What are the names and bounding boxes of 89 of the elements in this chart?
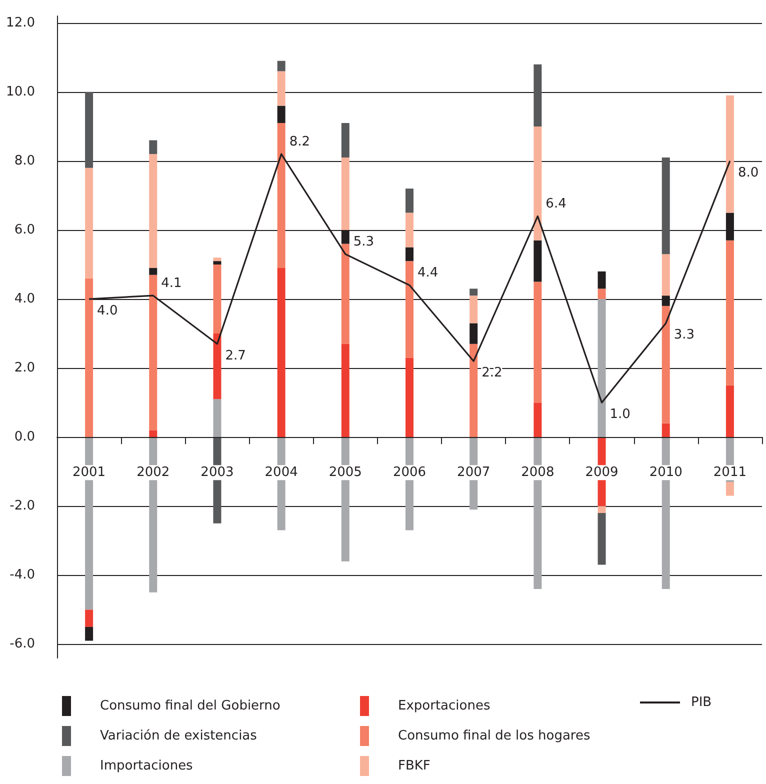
- x-tick-label: 2008: [521, 465, 554, 480]
- x-tick-label: 2004: [264, 465, 298, 480]
- legend-label: Consumo final del Gobierno: [100, 698, 280, 714]
- y-tick-label: 4.0: [14, 292, 35, 307]
- data-label: 4.4: [418, 266, 438, 281]
- x-tick-label: 2006: [392, 465, 426, 480]
- legend-label: Consumo final de los hogares: [398, 728, 590, 744]
- bar: [406, 188, 414, 213]
- x-tick-label: 2001: [72, 465, 106, 480]
- x-tick-label: 2005: [328, 465, 362, 480]
- y-tick-label: 6.0: [14, 222, 35, 238]
- bar: [341, 244, 350, 344]
- bar: [213, 261, 222, 265]
- y-tick-label: 2.0: [14, 360, 35, 376]
- data-label: 1.0: [610, 407, 630, 422]
- legend-label: Exportaciones: [398, 698, 490, 714]
- bar: [598, 506, 606, 514]
- bar: [662, 254, 670, 296]
- y-tick-label: -2.0: [10, 498, 35, 514]
- bar: [277, 268, 286, 438]
- data-label: 2.7: [225, 348, 246, 364]
- bar: [534, 64, 542, 126]
- bar: [213, 264, 222, 334]
- bar: [534, 126, 542, 240]
- bar: [406, 261, 414, 358]
- bar: [149, 274, 158, 430]
- bar: [85, 168, 94, 278]
- bar: [277, 60, 286, 72]
- bar: [534, 282, 542, 403]
- bar: [662, 423, 670, 438]
- x-tick-label: 2009: [585, 465, 618, 480]
- bar: [213, 399, 222, 438]
- bar: [341, 158, 350, 230]
- bar: [598, 271, 606, 289]
- data-label: 6.4: [546, 196, 566, 212]
- x-tick-label: 2002: [136, 465, 170, 480]
- x-tick-label: 2007: [457, 465, 490, 480]
- bar: [470, 323, 478, 344]
- bar: [85, 92, 94, 168]
- bar: [470, 296, 478, 324]
- bar: [213, 334, 222, 400]
- y-tick-label: -4.0: [10, 568, 35, 583]
- legend-label: PIB: [691, 695, 712, 710]
- bar: [726, 95, 734, 213]
- bar: [662, 158, 670, 254]
- legend-label: FBKF: [398, 758, 430, 774]
- bar: [662, 306, 670, 424]
- bar: [85, 278, 94, 438]
- legend-label: Importaciones: [100, 758, 194, 774]
- x-tick-label: 2011: [713, 465, 746, 480]
- bar: [534, 240, 542, 282]
- bar: [341, 123, 350, 158]
- bar: [85, 626, 94, 641]
- bar: [149, 140, 158, 154]
- y-tick-label: -6.0: [10, 636, 35, 652]
- bar: [726, 385, 734, 438]
- bar: [470, 344, 478, 438]
- bar: [598, 513, 606, 565]
- y-tick-label: 10.0: [6, 84, 35, 100]
- data-label: 5.3: [353, 234, 374, 250]
- data-label: 2.2: [482, 366, 502, 381]
- y-tick-label: 8.0: [14, 153, 35, 168]
- bar: [213, 258, 222, 262]
- bar: [341, 344, 350, 438]
- data-label: 4.0: [97, 304, 118, 319]
- bar: [598, 299, 606, 438]
- y-tick-label: 12.0: [6, 15, 35, 30]
- data-label: 3.3: [674, 328, 695, 343]
- bar: [149, 430, 158, 438]
- x-tick-label: 2003: [200, 465, 234, 480]
- data-label: 8.2: [289, 134, 310, 150]
- bar: [726, 240, 734, 386]
- data-label: 8.0: [738, 165, 759, 180]
- bar: [470, 288, 478, 296]
- x-tick-label: 2010: [649, 465, 682, 480]
- bar: [277, 71, 286, 106]
- bar: [406, 358, 414, 438]
- bar: [406, 212, 414, 248]
- data-label: 4.1: [161, 276, 182, 292]
- legend-label: Variación de existencias: [100, 728, 258, 744]
- y-tick-label: 0.0: [14, 430, 35, 445]
- bar: [277, 106, 286, 123]
- bar: [149, 268, 158, 275]
- bar: [277, 123, 286, 268]
- bar: [598, 288, 606, 300]
- bar: [85, 610, 94, 627]
- bar: [534, 402, 542, 438]
- bar: [406, 247, 414, 262]
- bar: [149, 154, 158, 268]
